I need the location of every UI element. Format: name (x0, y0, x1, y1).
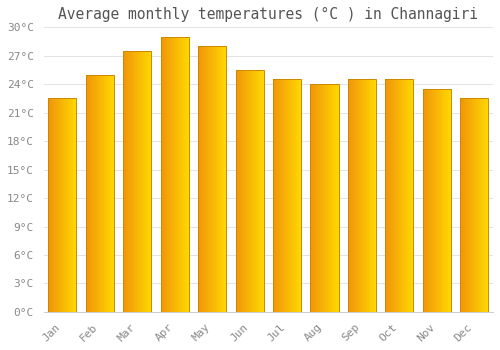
Bar (48, 98, 76, 312)
Bar (423, 89, 451, 312)
Bar (160, 37, 189, 312)
Bar (386, 79, 413, 312)
Title: Average monthly temperatures (°C ) in Channagiri: Average monthly temperatures (°C ) in Ch… (58, 7, 478, 22)
Bar (86, 75, 114, 312)
Bar (348, 79, 376, 312)
Bar (310, 84, 338, 312)
Bar (123, 51, 152, 312)
Bar (460, 98, 488, 312)
Bar (198, 46, 226, 312)
Bar (273, 79, 301, 312)
Bar (236, 70, 264, 312)
